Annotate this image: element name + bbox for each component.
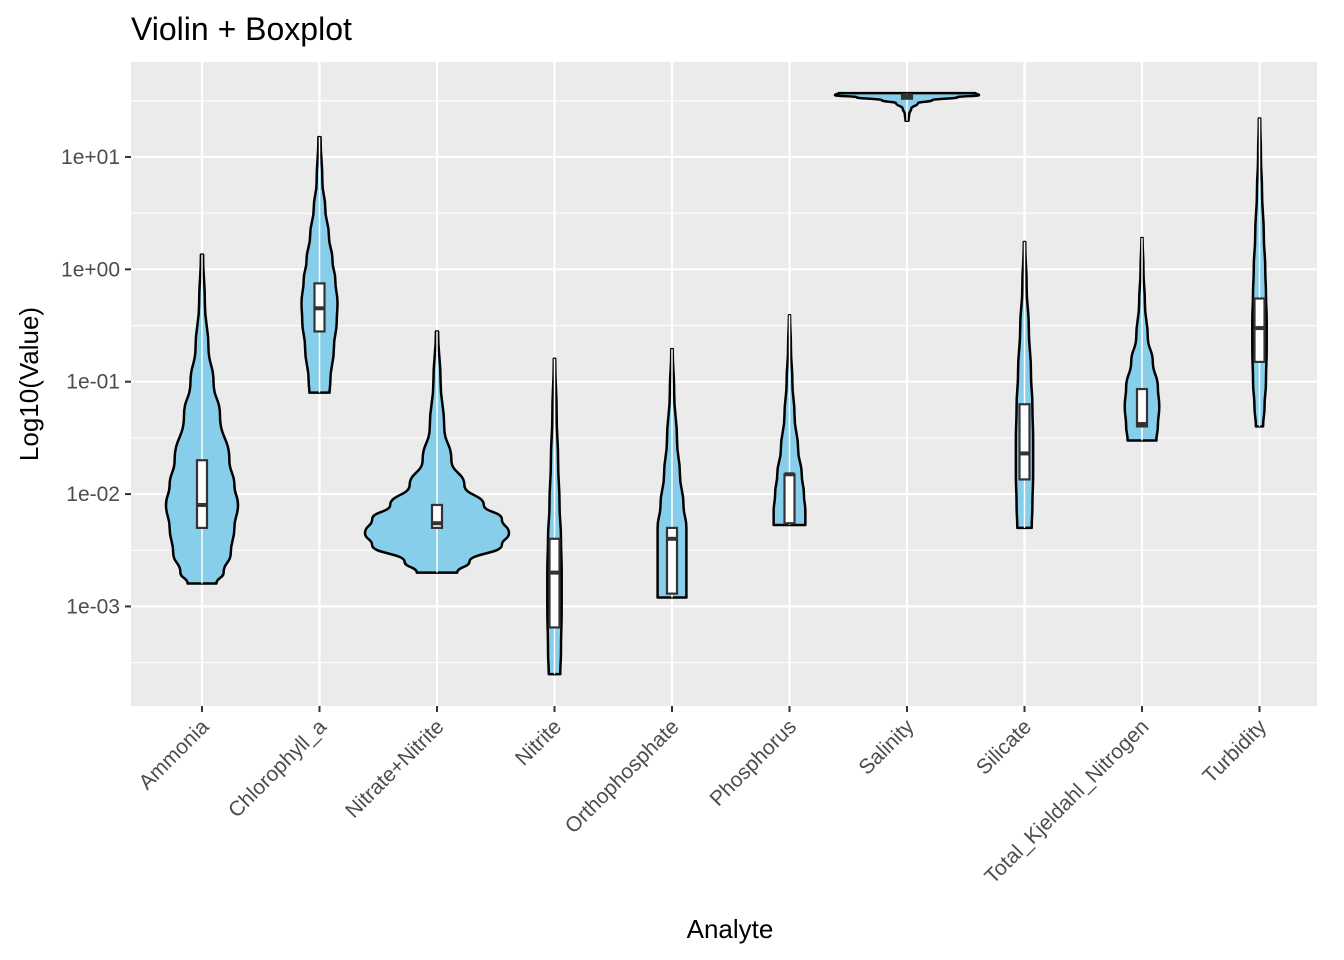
box-phosphorus [783, 473, 796, 525]
y-tick-label: 1e-01 [66, 371, 120, 394]
y-tick-label: 1e+01 [61, 146, 120, 169]
x-tick-label: Salinity [854, 715, 918, 779]
box-total_kjeldahl_nitrogen [1135, 387, 1149, 428]
y-axis-title: Log10(Value) [14, 307, 44, 461]
x-tick-label: Orthophosphate [561, 715, 684, 838]
box-nitrite [548, 537, 561, 629]
box-silicate [1018, 403, 1031, 481]
box-orthophosphate [665, 526, 679, 595]
x-tick-label: Turbidity [1198, 715, 1271, 788]
x-tick-label: Phosphorus [706, 715, 802, 811]
x-tick-label: Ammonia [135, 715, 214, 794]
boxplots [195, 93, 1266, 675]
box-turbidity [1253, 297, 1266, 364]
y-tick-label: 1e+00 [61, 258, 120, 281]
x-axis: Ammonia Chlorophyll_a Nitrate+Nitrite Nitri… [135, 706, 1271, 888]
y-tick-label: 1e-02 [66, 483, 120, 506]
box-nitrate+nitrite [430, 503, 444, 529]
y-tick-label: 1e-03 [66, 595, 120, 618]
x-tick-label: Chlorophyll_a [224, 715, 331, 822]
x-axis-title: Analyte [687, 914, 774, 944]
x-tick-label: Silicate [972, 715, 1036, 779]
box-ammonia [195, 459, 209, 529]
chart-title: Violin + Boxplot [131, 11, 352, 47]
x-tick-label: Nitrate+Nitrite [341, 715, 448, 822]
x-tick-label: Nitrite [511, 715, 566, 770]
y-axis: 1e-03 1e-02 1e-01 1e+00 1e+01 [61, 146, 131, 618]
